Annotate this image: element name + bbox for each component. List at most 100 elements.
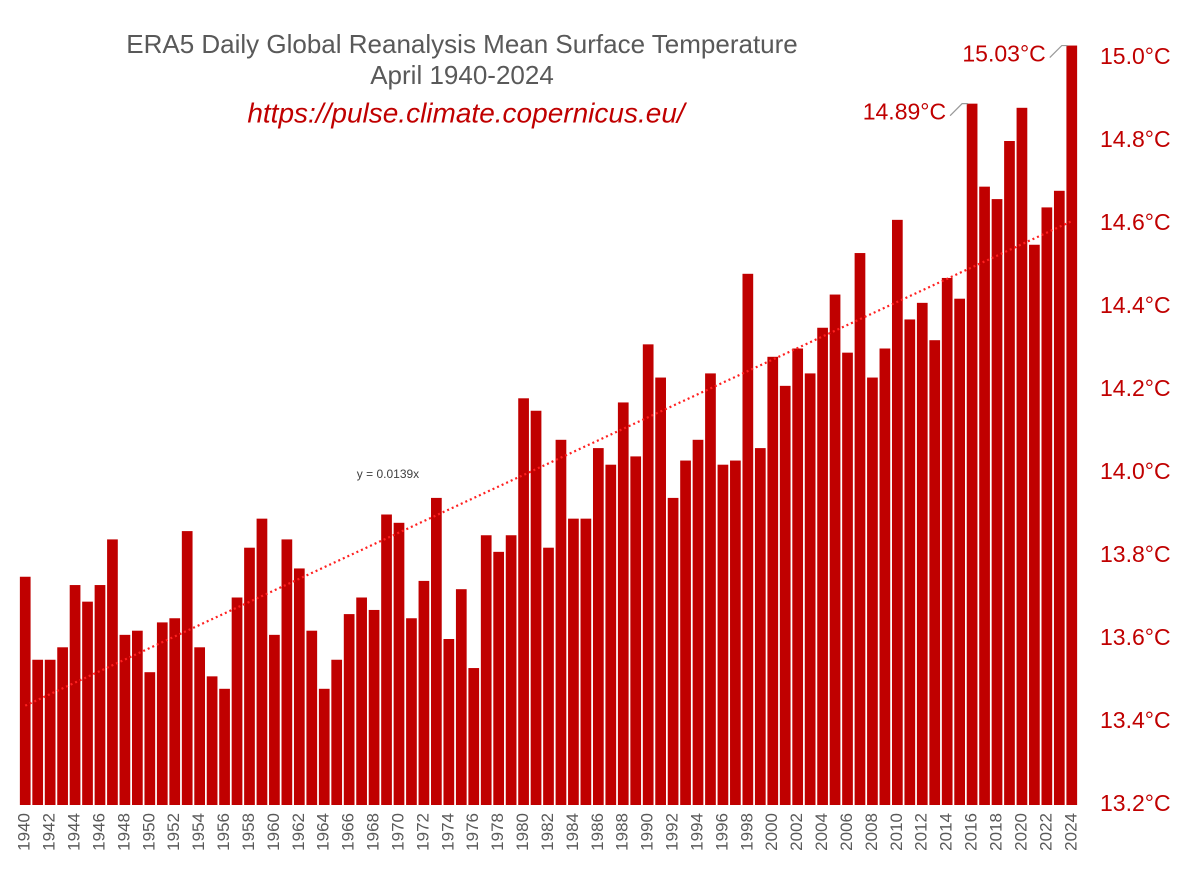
- x-tick-label: 2008: [862, 813, 881, 851]
- y-tick-label: 15.0°C: [1100, 43, 1171, 69]
- x-tick-label: 2006: [837, 813, 856, 851]
- bar: [318, 688, 330, 805]
- x-tick-label: 1986: [588, 813, 607, 851]
- bar: [767, 356, 779, 805]
- y-tick-label: 14.2°C: [1100, 375, 1171, 401]
- bar: [779, 385, 791, 805]
- bar: [194, 647, 206, 805]
- x-tick-label: 1958: [239, 813, 258, 851]
- chart-title: ERA5 Daily Global Reanalysis Mean Surfac…: [126, 29, 798, 59]
- bar: [966, 103, 978, 805]
- x-tick-label: 2022: [1036, 813, 1055, 851]
- bar: [381, 514, 392, 805]
- bar: [692, 439, 704, 805]
- bar: [406, 618, 417, 805]
- x-tick-label: 2010: [887, 813, 906, 851]
- bar: [854, 253, 866, 806]
- source-url: https://pulse.climate.copernicus.eu/: [247, 97, 688, 128]
- bar: [493, 551, 505, 805]
- bar: [269, 634, 280, 805]
- bar: [829, 294, 841, 805]
- bar: [891, 219, 903, 806]
- x-tick-label: 2024: [1061, 813, 1080, 851]
- bar: [1041, 207, 1053, 805]
- x-tick-label: 1970: [388, 813, 407, 851]
- bar: [642, 344, 654, 805]
- x-tick-label: 1966: [339, 813, 358, 851]
- x-tick-label: 2000: [762, 813, 781, 851]
- bar: [991, 199, 1003, 806]
- bar: [680, 460, 691, 805]
- x-tick-label: 1942: [40, 813, 59, 851]
- bar: [343, 614, 355, 805]
- trendline: [24, 220, 1073, 707]
- bar: [393, 522, 405, 805]
- bar: [368, 609, 380, 805]
- bar: [94, 585, 106, 805]
- bar: [431, 497, 442, 805]
- x-tick-label: 1976: [463, 813, 482, 851]
- bar: [555, 439, 567, 805]
- bar: [19, 576, 31, 805]
- x-tick-label: 2018: [987, 813, 1006, 851]
- bar: [107, 539, 118, 805]
- label-leader: [949, 103, 969, 117]
- label-leader: [1049, 44, 1068, 58]
- x-tick-label: 2002: [787, 813, 806, 851]
- bar: [156, 622, 168, 805]
- x-tick-label: 1974: [438, 813, 457, 851]
- x-tick-label: 2016: [962, 813, 981, 851]
- bar: [1053, 190, 1065, 806]
- bar: [119, 634, 131, 805]
- bar: [568, 518, 579, 805]
- y-tick-label: 13.8°C: [1100, 541, 1171, 567]
- bar: [455, 589, 467, 805]
- bar: [44, 659, 56, 805]
- y-tick-label: 13.6°C: [1100, 624, 1171, 650]
- x-tick-label: 1964: [314, 813, 333, 851]
- x-tick-label: 2020: [1011, 813, 1030, 851]
- x-tick-label: 1948: [114, 813, 133, 851]
- bar: [954, 298, 965, 805]
- x-tick-label: 1960: [264, 813, 283, 851]
- bar: [530, 410, 542, 805]
- y-tick-label: 14.4°C: [1100, 292, 1171, 318]
- bar: [804, 373, 816, 805]
- y-tick-label: 14.6°C: [1100, 209, 1171, 235]
- bar: [817, 327, 828, 805]
- bar: [630, 456, 642, 805]
- bar: [480, 535, 492, 805]
- bar: [929, 340, 941, 805]
- x-tick-label: 1994: [687, 813, 706, 851]
- bar: [69, 585, 81, 805]
- bar: [505, 535, 517, 805]
- bar: [468, 668, 480, 805]
- bar: [754, 448, 766, 805]
- x-tick-label: 1940: [15, 813, 34, 851]
- bar: [592, 448, 604, 805]
- bar: [82, 601, 93, 805]
- bar: [244, 547, 255, 805]
- bar: [543, 547, 554, 805]
- bar: [916, 302, 928, 805]
- bar: [443, 639, 455, 805]
- x-tick-label: 2014: [937, 813, 956, 851]
- y-tick-label: 14.0°C: [1100, 458, 1171, 484]
- bar: [256, 518, 268, 805]
- x-tick-label: 1996: [712, 813, 731, 851]
- bar: [941, 277, 953, 805]
- bar: [655, 377, 666, 805]
- x-tick-label: 1950: [139, 813, 158, 851]
- x-tick-label: 1962: [289, 813, 308, 851]
- bar: [792, 348, 804, 805]
- x-tick-label: 1980: [513, 813, 532, 851]
- bar: [1004, 141, 1015, 805]
- x-tick-label: 1972: [413, 813, 432, 851]
- bar: [867, 377, 878, 805]
- data-label: 15.03°C: [962, 41, 1045, 67]
- bar: [979, 186, 990, 805]
- data-label: 14.89°C: [863, 99, 946, 125]
- bar: [605, 464, 617, 805]
- bar: [219, 688, 230, 805]
